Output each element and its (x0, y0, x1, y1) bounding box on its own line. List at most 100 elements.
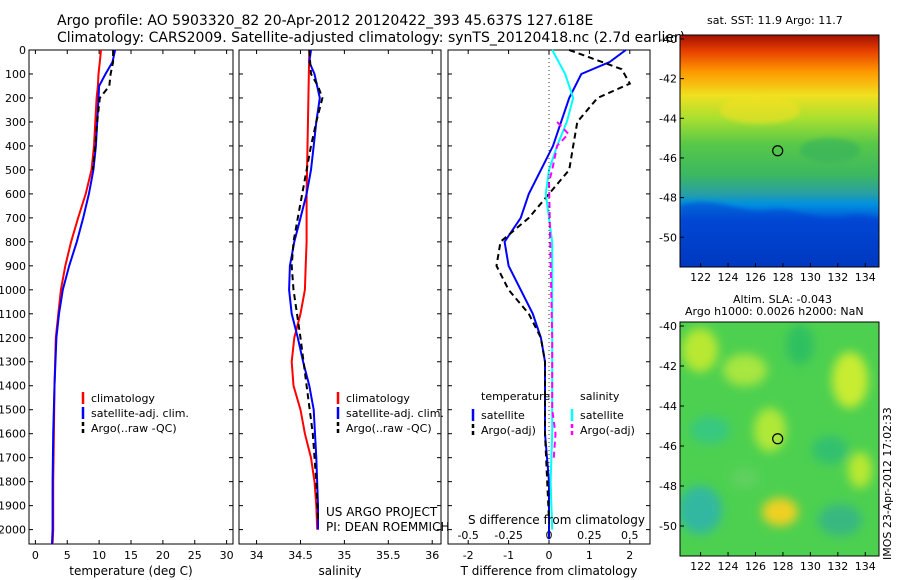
sst-map-y-tick-label: -46 (659, 152, 677, 165)
sla-blob (754, 408, 786, 452)
sla-map-y-tick-label: -46 (659, 440, 677, 453)
depth-tick-label: 400 (5, 140, 26, 153)
sla-blob (690, 416, 730, 444)
depth-tick-label: 1700 (0, 452, 26, 465)
sla-blob (786, 325, 814, 365)
sst-map-y-tick-label: -50 (659, 231, 677, 244)
sst-front-shape (680, 202, 879, 267)
sst-map-y-tick-label: -44 (659, 112, 677, 125)
sla-map-y-tick-label: -40 (659, 320, 677, 333)
credit-line2: PI: DEAN ROEMMICH (326, 520, 449, 534)
figure-title-line2: Climatology: CARS2009. Satellite-adjuste… (57, 30, 685, 46)
sal-diff-tick-label: -0.5 (457, 529, 478, 542)
legend-label: satellite (481, 409, 525, 422)
x-tick-label: 35 (337, 549, 351, 562)
sal-diff-tick-label: 0.5 (621, 529, 639, 542)
figure-title-line1: Argo profile: AO 5903320_82 20-Apr-2012 … (57, 13, 593, 29)
sla-map-y-tick-label: -48 (659, 480, 677, 493)
sst-map-x-tick-label: 124 (718, 271, 739, 284)
depth-tick-label: 600 (5, 188, 26, 201)
salinity-panel (238, 49, 442, 545)
sst-map-title: sat. SST: 11.9 Argo: 11.7 (707, 14, 843, 27)
depth-tick-label: 1800 (0, 476, 26, 489)
x-tick-label: 2 (626, 549, 633, 562)
x-tick-label: 34 (250, 549, 264, 562)
credit-line1: US ARGO PROJECT (326, 505, 438, 519)
x-tick-label: -1 (503, 549, 514, 562)
depth-tick-label: 1300 (0, 356, 26, 369)
profile-line (91, 50, 115, 171)
x-tick-label: 10 (92, 549, 106, 562)
x-tick-label: 15 (124, 549, 138, 562)
depth-tick-label: 1500 (0, 404, 26, 417)
profile-line (495, 49, 632, 521)
sla-map-frame (679, 321, 880, 557)
sla-blob (818, 504, 862, 536)
legend-label: Argo(..raw -QC) (346, 422, 432, 435)
x-tick-label: 1 (586, 549, 593, 562)
legend-label: climatology (346, 392, 410, 405)
sla-map-x-tick-label: 134 (855, 560, 876, 573)
sal-diff-tick-label: -0.25 (494, 529, 522, 542)
temperature-panel (28, 49, 234, 545)
x-tick-label: 30 (220, 549, 234, 562)
sla-blob (762, 498, 798, 526)
depth-tick-label: 100 (5, 68, 26, 81)
depth-tick-label: 700 (5, 212, 26, 225)
sst-map-y-tick-label: -42 (659, 73, 677, 86)
sla-blob (682, 328, 718, 372)
sst-map-y-tick-label: -40 (659, 33, 677, 46)
x-tick-label: 0 (32, 549, 39, 562)
profile-line (51, 49, 117, 545)
depth-tick-label: 300 (5, 116, 26, 129)
x-tick-label: 36 (425, 549, 439, 562)
difference-top-label: S difference from climatology (468, 513, 645, 527)
depth-tick-label: 1600 (0, 428, 26, 441)
profile-line (290, 49, 319, 530)
sst-map-y-tick-label: -48 (659, 192, 677, 205)
sst-map-x-tick-label: 128 (772, 271, 793, 284)
x-tick-label: 0 (546, 549, 553, 562)
sla-map-x-tick-label: 132 (827, 560, 848, 573)
profile-line (290, 49, 324, 521)
legend-label: satellite-adj. clim. (91, 407, 189, 420)
sla-blob (832, 352, 868, 408)
sst-map-x-tick-label: 132 (827, 271, 848, 284)
sla-blob (848, 452, 872, 488)
depth-tick-label: 0 (19, 44, 26, 57)
depth-tick-label: 200 (5, 92, 26, 105)
sla-map-y-tick-label: -44 (659, 400, 677, 413)
sst-map-x-tick-label: 134 (855, 271, 876, 284)
sal-diff-tick-label: 0.25 (577, 529, 602, 542)
sst-map-x-tick-label: 130 (800, 271, 821, 284)
x-tick-label: 35.5 (376, 549, 401, 562)
x-tick-label: 20 (156, 549, 170, 562)
sla-map-x-tick-label: 130 (800, 560, 821, 573)
depth-tick-label: 1200 (0, 332, 26, 345)
legend-label: climatology (91, 392, 155, 405)
legend-group-title: temperature (481, 390, 550, 403)
depth-tick-label: 1100 (0, 308, 26, 321)
depth-tick-label: 500 (5, 164, 26, 177)
sla-map-x-tick-label: 122 (690, 560, 711, 573)
sla-map-x-tick-label: 128 (772, 560, 793, 573)
x-tick-label: 34.5 (288, 549, 313, 562)
sst-map-x-tick-label: 126 (745, 271, 766, 284)
depth-tick-label: 1400 (0, 380, 26, 393)
sst-warm-patch (720, 96, 800, 124)
legend-label: satellite (580, 409, 624, 422)
x-tick-label: -2 (463, 549, 474, 562)
profile-line (547, 121, 570, 458)
sla-map-title2: Argo h1000: 0.0026 h2000: NaN (685, 305, 864, 318)
legend-group-title: salinity (580, 390, 620, 403)
x-tick-label: 25 (188, 549, 202, 562)
sla-map-x-tick-label: 126 (745, 560, 766, 573)
sla-map-y-tick-label: -42 (659, 360, 677, 373)
temperature-xlabel: temperature (deg C) (69, 564, 192, 578)
sla-map-y-tick-label: -50 (659, 520, 677, 533)
legend-label: satellite-adj. clim. (346, 407, 444, 420)
sst-cool-patch (800, 138, 860, 162)
depth-tick-label: 900 (5, 260, 26, 273)
legend-label: Argo(-adj) (481, 424, 536, 437)
difference-panel (447, 49, 651, 545)
